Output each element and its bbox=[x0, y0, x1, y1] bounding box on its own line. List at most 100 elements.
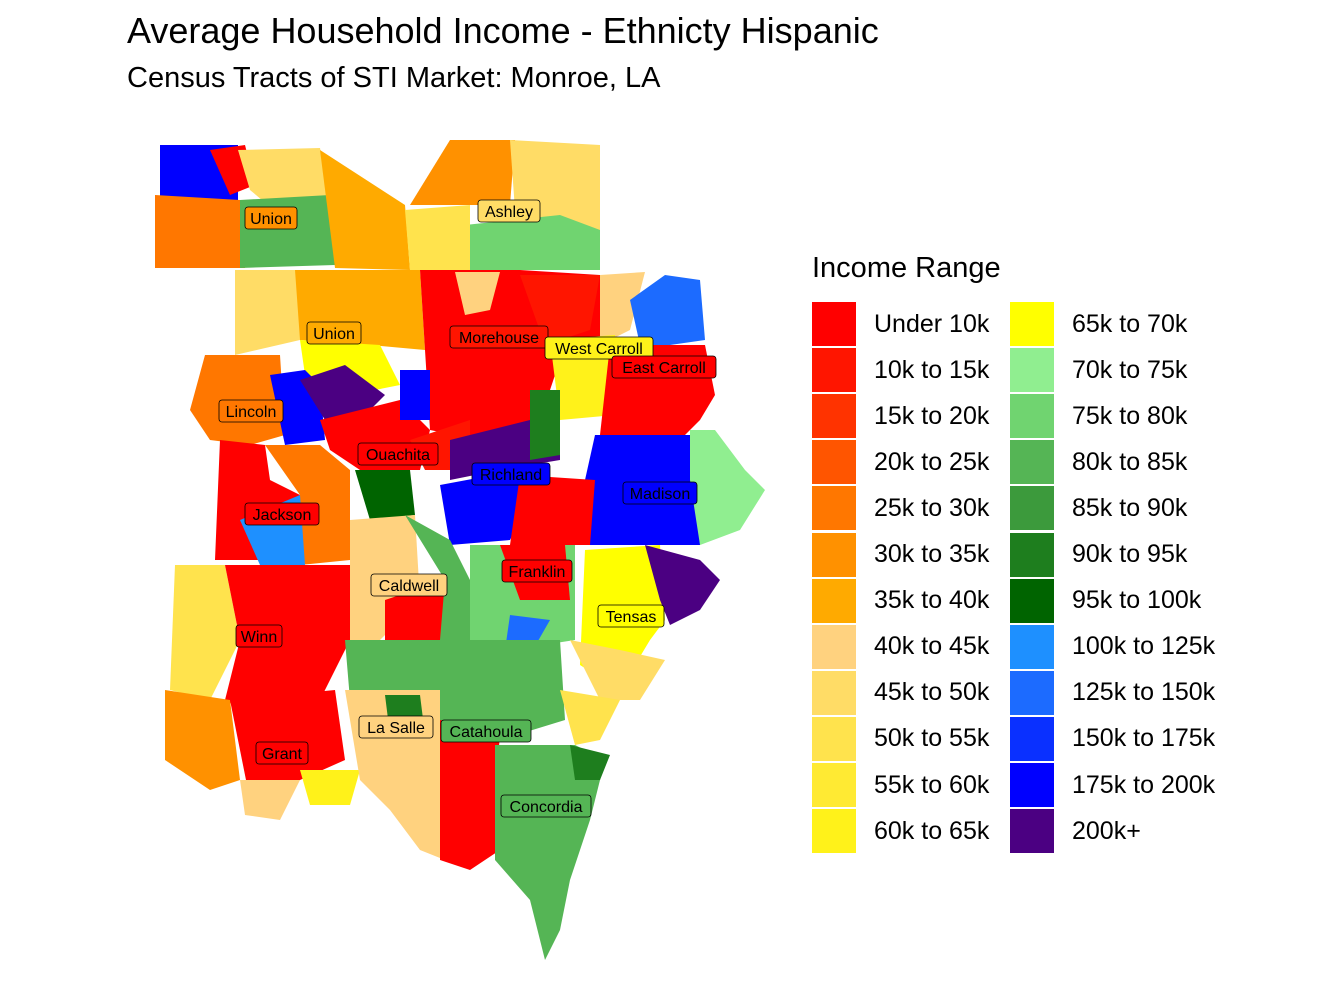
svg-text:La Salle: La Salle bbox=[367, 720, 425, 737]
legend-label: 95k to 100k bbox=[1072, 586, 1202, 615]
legend-item: 50k to 55k bbox=[812, 716, 989, 762]
legend-item: Under 10k bbox=[812, 301, 989, 347]
legend-label: 15k to 20k bbox=[874, 401, 990, 430]
legend-label: 65k to 70k bbox=[1072, 309, 1188, 338]
svg-text:Caldwell: Caldwell bbox=[379, 578, 439, 595]
region-grant-d bbox=[300, 770, 360, 805]
region-madison-c bbox=[510, 475, 595, 545]
legend-swatch bbox=[812, 440, 856, 485]
region-ashley-a bbox=[410, 140, 515, 205]
legend-swatch bbox=[812, 348, 856, 393]
legend-swatch bbox=[1010, 809, 1054, 854]
legend-item: 65k to 70k bbox=[1010, 301, 1187, 347]
region-ouachita-b bbox=[355, 470, 415, 520]
legend-label: 85k to 90k bbox=[1072, 493, 1188, 522]
legend-item: 80k to 85k bbox=[1010, 439, 1187, 485]
region-la-salle-a bbox=[345, 640, 440, 700]
figure-title: Average Household Income - Ethnicty Hisp… bbox=[127, 10, 879, 51]
legend-label: 150k to 175k bbox=[1072, 724, 1216, 753]
legend-item: 175k to 200k bbox=[1010, 762, 1215, 808]
legend-item: 95k to 100k bbox=[1010, 578, 1201, 624]
legend-item: 100k to 125k bbox=[1010, 624, 1215, 670]
legend-label: 60k to 65k bbox=[874, 816, 990, 845]
svg-text:Winn: Winn bbox=[241, 629, 277, 646]
region-grant-a bbox=[165, 690, 240, 790]
svg-text:Jackson: Jackson bbox=[253, 507, 312, 524]
legend-swatch bbox=[812, 578, 856, 623]
legend-item: 40k to 45k bbox=[812, 624, 989, 670]
region-morehouse-b bbox=[455, 272, 500, 315]
region-tensas-c bbox=[570, 640, 665, 700]
region-west-carroll-a bbox=[600, 272, 645, 345]
legend-item: 150k to 175k bbox=[1010, 716, 1215, 762]
region-union-la-a bbox=[235, 270, 300, 355]
parish-label-la-salle: La Salle bbox=[358, 715, 434, 739]
svg-text:Concordia: Concordia bbox=[510, 799, 583, 816]
region-catahoula-a bbox=[440, 640, 565, 740]
region-ouachita-c bbox=[400, 370, 430, 420]
legend-item: 125k to 150k bbox=[1010, 670, 1215, 716]
legend-swatch bbox=[812, 809, 856, 854]
legend-label: 75k to 80k bbox=[1072, 401, 1188, 430]
region-winn-a bbox=[170, 565, 240, 700]
region-caldwell-c bbox=[405, 515, 470, 640]
legend-label: 125k to 150k bbox=[1072, 678, 1216, 707]
region-east-carroll-a bbox=[630, 275, 705, 345]
svg-text:Madison: Madison bbox=[630, 486, 690, 503]
region-catahoula-c bbox=[560, 690, 620, 745]
svg-text:Grant: Grant bbox=[262, 746, 303, 763]
legend-swatch bbox=[1010, 716, 1054, 761]
legend-swatch bbox=[812, 670, 856, 715]
legend-item: 85k to 90k bbox=[1010, 485, 1187, 531]
legend-item: 55k to 60k bbox=[812, 762, 989, 808]
legend-item: 45k to 50k bbox=[812, 670, 989, 716]
legend-swatch bbox=[812, 532, 856, 577]
region-catahoula-b bbox=[440, 720, 500, 870]
region-ashley-d bbox=[405, 205, 470, 270]
svg-text:Tensas: Tensas bbox=[606, 609, 657, 626]
parish-label-east-carroll: East Carroll bbox=[611, 355, 717, 379]
region-ashley-c bbox=[465, 215, 600, 270]
legend-swatch bbox=[1010, 394, 1054, 439]
region-union-ar-f bbox=[320, 150, 410, 270]
legend-item: 20k to 25k bbox=[812, 439, 989, 485]
legend-swatch bbox=[1010, 532, 1054, 577]
legend-item: 90k to 95k bbox=[1010, 532, 1187, 578]
svg-text:Lincoln: Lincoln bbox=[226, 404, 277, 421]
legend-item: 200k+ bbox=[1010, 808, 1141, 854]
parish-label-ouachita: Ouachita bbox=[357, 442, 439, 466]
legend-swatch bbox=[812, 394, 856, 439]
parish-label-winn: Winn bbox=[235, 624, 283, 648]
legend-swatch bbox=[1010, 348, 1054, 393]
svg-text:Morehouse: Morehouse bbox=[459, 330, 539, 347]
parish-label-west-carroll: West Carroll bbox=[544, 336, 654, 360]
legend-label: 50k to 55k bbox=[874, 724, 990, 753]
legend-label: 20k to 25k bbox=[874, 447, 990, 476]
region-madison-b bbox=[690, 430, 765, 545]
legend-label: 70k to 75k bbox=[1072, 355, 1188, 384]
legend-swatch bbox=[812, 302, 856, 346]
region-tensas-b bbox=[645, 545, 720, 625]
svg-text:Ashley: Ashley bbox=[485, 204, 533, 221]
parish-label-lincoln: Lincoln bbox=[218, 399, 284, 423]
legend-label: 25k to 30k bbox=[874, 493, 990, 522]
region-union-ar-d bbox=[155, 195, 245, 268]
region-grant-c bbox=[240, 780, 300, 820]
svg-text:West Carroll: West Carroll bbox=[555, 341, 643, 358]
legend-item: 75k to 80k bbox=[1010, 393, 1187, 439]
parish-label-franklin: Franklin bbox=[501, 559, 573, 583]
legend-swatch bbox=[1010, 763, 1054, 807]
figure-subtitle: Census Tracts of STI Market: Monroe, LA bbox=[127, 62, 661, 94]
legend-item: 10k to 15k bbox=[812, 347, 989, 393]
legend-label: 10k to 15k bbox=[874, 355, 990, 384]
legend-item: 60k to 65k bbox=[812, 808, 989, 854]
region-concordia-b bbox=[570, 745, 610, 780]
region-richland-c bbox=[530, 390, 560, 460]
legend-item: 25k to 30k bbox=[812, 485, 989, 531]
legend-swatch bbox=[1010, 440, 1054, 485]
legend-swatch bbox=[812, 486, 856, 531]
parish-label-concordia: Concordia bbox=[500, 794, 592, 818]
legend-label: 80k to 85k bbox=[1072, 447, 1188, 476]
svg-text:Union: Union bbox=[313, 326, 355, 343]
